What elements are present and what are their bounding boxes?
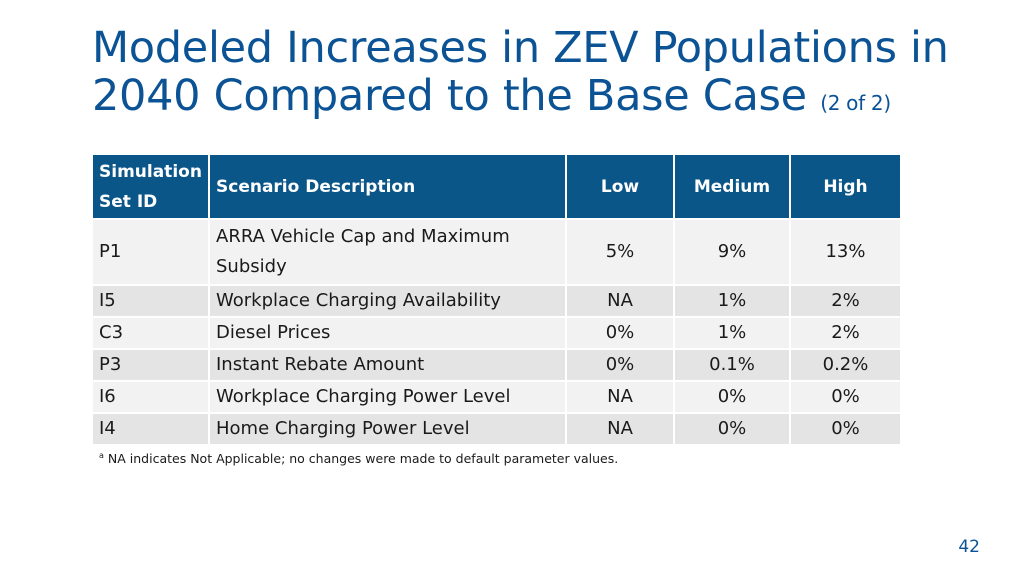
cell-description: Home Charging Power Level — [209, 412, 567, 444]
cell-medium: 1% — [674, 316, 791, 349]
cell-id: C3 — [93, 316, 210, 349]
footnote: a NA indicates Not Applicable; no changes… — [99, 451, 618, 466]
title-main: Modeled Increases in ZEV Populations in … — [92, 23, 949, 121]
cell-high: 13% — [790, 218, 900, 285]
cell-medium: 0% — [674, 380, 791, 413]
cell-id: I4 — [93, 412, 210, 444]
cell-id: I5 — [93, 284, 210, 317]
cell-medium: 9% — [674, 218, 791, 285]
header-simulation-set-id: Simulation Set ID — [93, 155, 210, 219]
cell-high: 0.2% — [790, 348, 900, 381]
cell-low: NA — [566, 412, 675, 444]
header-low: Low — [566, 155, 675, 219]
slide-title: Modeled Increases in ZEV Populations in … — [92, 24, 952, 120]
table-row: I5 Workplace Charging Availability NA 1%… — [93, 284, 900, 317]
cell-medium: 0.1% — [674, 348, 791, 381]
table-row: P3 Instant Rebate Amount 0% 0.1% 0.2% — [93, 348, 900, 381]
footnote-marker: a — [99, 451, 104, 460]
header-high: High — [790, 155, 900, 219]
cell-description: ARRA Vehicle Cap and Maximum Subsidy — [209, 218, 567, 285]
cell-high: 2% — [790, 316, 900, 349]
table-row: P1 ARRA Vehicle Cap and Maximum Subsidy … — [93, 218, 900, 285]
header-scenario-description: Scenario Description — [209, 155, 567, 219]
cell-medium: 0% — [674, 412, 791, 444]
header-medium: Medium — [674, 155, 791, 219]
cell-medium: 1% — [674, 284, 791, 317]
cell-id: P3 — [93, 348, 210, 381]
table-header-row: Simulation Set ID Scenario Description L… — [93, 155, 900, 219]
title-subtitle: (2 of 2) — [820, 91, 891, 115]
zev-increase-table: Simulation Set ID Scenario Description L… — [93, 155, 900, 444]
cell-high: 0% — [790, 380, 900, 413]
cell-high: 0% — [790, 412, 900, 444]
cell-description: Diesel Prices — [209, 316, 567, 349]
table-row: C3 Diesel Prices 0% 1% 2% — [93, 316, 900, 349]
table-row: I4 Home Charging Power Level NA 0% 0% — [93, 412, 900, 444]
cell-description: Instant Rebate Amount — [209, 348, 567, 381]
footnote-text: NA indicates Not Applicable; no changes … — [107, 451, 619, 467]
page-number: 42 — [958, 537, 980, 557]
cell-description: Workplace Charging Availability — [209, 284, 567, 317]
cell-low: 5% — [566, 218, 675, 285]
cell-id: I6 — [93, 380, 210, 413]
cell-high: 2% — [790, 284, 900, 317]
cell-low: 0% — [566, 348, 675, 381]
cell-low: 0% — [566, 316, 675, 349]
cell-low: NA — [566, 380, 675, 413]
cell-id: P1 — [93, 218, 210, 285]
table-row: I6 Workplace Charging Power Level NA 0% … — [93, 380, 900, 413]
cell-low: NA — [566, 284, 675, 317]
cell-description: Workplace Charging Power Level — [209, 380, 567, 413]
